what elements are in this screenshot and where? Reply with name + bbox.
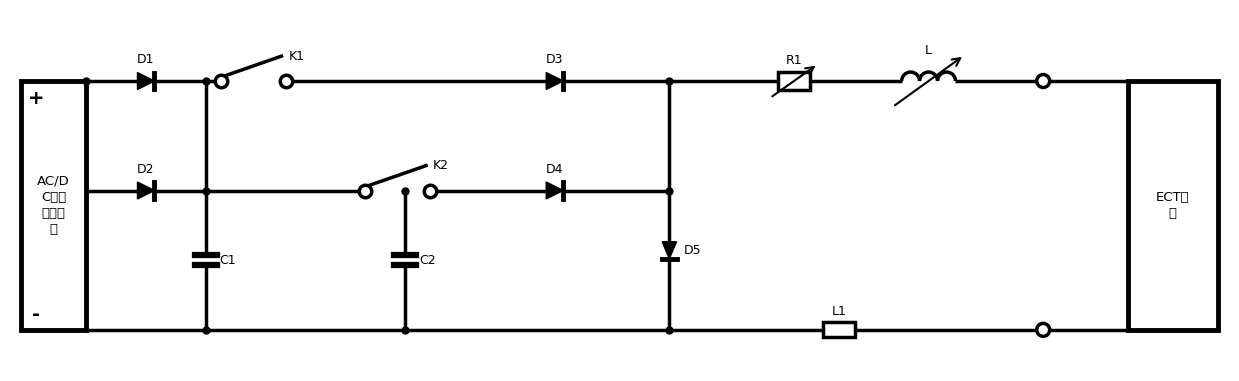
Bar [823,322,855,337]
Text: AC/D
C直流
充电电
源: AC/D C直流 充电电 源 [37,175,71,236]
Circle shape [1037,323,1049,336]
Text: L: L [926,44,932,57]
Text: K2: K2 [434,159,449,172]
Bar [21,81,87,330]
Text: D5: D5 [683,244,701,257]
Polygon shape [662,242,676,259]
Text: C1: C1 [219,254,237,267]
Text: -: - [32,306,41,324]
Text: D3: D3 [546,53,564,66]
Circle shape [1037,75,1049,88]
Polygon shape [138,182,155,199]
Text: D2: D2 [138,163,155,176]
Text: +: + [28,90,45,109]
Polygon shape [546,72,564,90]
Polygon shape [546,182,564,199]
Bar [778,72,810,90]
Text: L1: L1 [831,306,846,319]
Bar [1127,81,1218,330]
Polygon shape [138,72,155,90]
Text: D4: D4 [546,163,564,176]
Text: ECT试
品: ECT试 品 [1156,191,1189,220]
Text: D1: D1 [138,53,155,66]
Text: C2: C2 [419,254,436,267]
Text: R1: R1 [786,54,803,67]
Text: K1: K1 [289,50,305,62]
